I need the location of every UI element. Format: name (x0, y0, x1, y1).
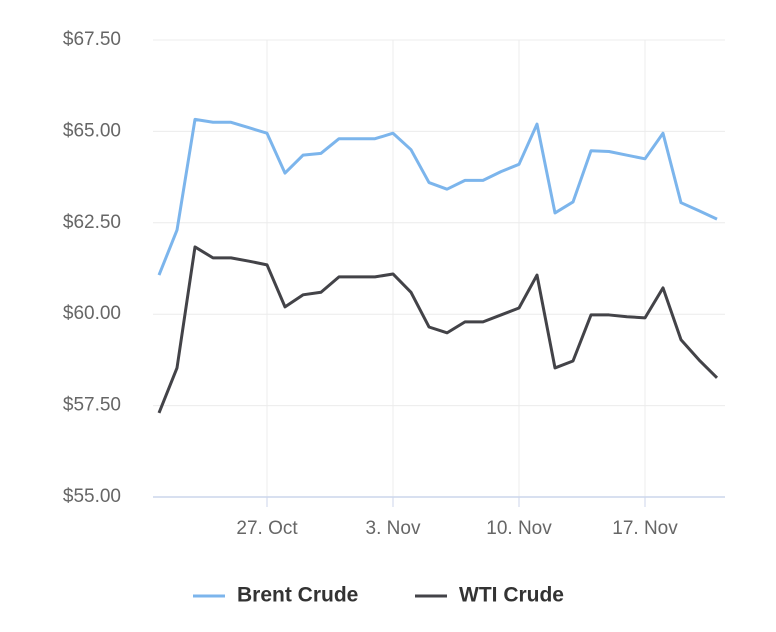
y-tick-label: $55.00 (63, 486, 121, 507)
x-tick-label: 27. Oct (236, 518, 298, 539)
x-tick-label: 10. Nov (486, 518, 552, 539)
y-tick-label: $57.50 (63, 395, 121, 416)
series-line (157, 245, 719, 414)
y-tick-label: $65.00 (63, 120, 121, 141)
legend-text: WTI Crude (459, 584, 564, 607)
y-tick-label: $67.50 (63, 29, 121, 50)
x-tick-label: 3. Nov (366, 518, 421, 539)
legend-text: Brent Crude (237, 584, 358, 607)
y-tick-label: $60.00 (63, 303, 121, 324)
series-line (157, 117, 718, 276)
y-tick-label: $62.50 (63, 212, 121, 233)
x-tick-label: 17. Nov (612, 518, 678, 539)
